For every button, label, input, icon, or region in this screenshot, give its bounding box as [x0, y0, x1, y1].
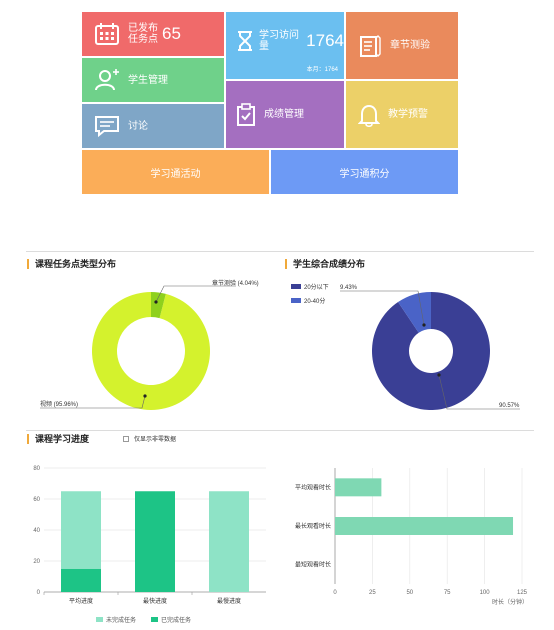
chat-icon	[94, 114, 120, 138]
document-icon	[358, 34, 382, 58]
students-label: 学生管理	[128, 74, 168, 86]
legend-swatch	[96, 617, 103, 622]
y-tick-label: 80	[33, 466, 40, 472]
add-user-icon	[94, 68, 120, 92]
x-tick-label: 100	[480, 590, 491, 596]
legend-swatch	[291, 284, 301, 289]
leader-line-below-20	[438, 374, 520, 410]
y-tick-label: 40	[33, 528, 40, 534]
section-divider-2	[26, 430, 534, 431]
grade-dist-title: 学生综合成绩分布	[285, 259, 365, 269]
published-count: 65	[162, 24, 181, 43]
visits-count: 1764	[306, 30, 344, 50]
tile-xxt-points[interactable]: 学习通积分	[271, 150, 458, 194]
task-type-donut-chart: 章节测验 (4.04%) 视频 (95.96%)	[40, 279, 259, 410]
leader-line-20-40	[340, 290, 425, 326]
leader-dot-20-40	[422, 323, 426, 327]
clipboard-check-icon	[236, 102, 256, 127]
progress-title: 课程学习进度	[27, 434, 89, 444]
tile-visits[interactable]: 学习访问量 1764 本月：1764	[226, 12, 344, 79]
x-axis-label: 时长（分钟）	[492, 598, 528, 606]
nonzero-checkbox-label: 仅显示非零数据	[134, 437, 177, 443]
warning-label: 教学预警	[388, 109, 428, 120]
published-label: 已发布 任务点	[128, 23, 158, 45]
discussion-label: 讨论	[128, 120, 148, 132]
section-divider	[26, 251, 534, 252]
grades-label: 成绩管理	[264, 109, 304, 120]
tile-student-management[interactable]: 学生管理	[82, 58, 224, 102]
visits-monthly: 本月：1764	[306, 67, 338, 73]
tile-discussion[interactable]: 讨论	[82, 104, 224, 148]
legend-label: 已完成任务	[161, 616, 191, 624]
nonzero-filter[interactable]: 仅显示非零数据	[123, 434, 176, 443]
nonzero-checkbox[interactable]	[123, 435, 129, 442]
x-tick-label: 最快进度	[143, 597, 167, 605]
hbar	[335, 517, 514, 535]
label-20-40: 9.43%	[340, 285, 358, 291]
legend-swatch	[291, 298, 301, 303]
bar-completed	[61, 568, 101, 592]
bar-completed	[135, 491, 175, 592]
donut-slice-20-40	[398, 292, 431, 333]
tile-chapter-quiz[interactable]: 章节测验	[346, 12, 458, 79]
x-tick-label: 0	[333, 590, 337, 596]
quiz-label: 章节测验	[390, 40, 430, 51]
grade-donut-chart: 9.43% 90.57%	[340, 285, 520, 410]
y-tick-label: 0	[37, 590, 41, 596]
leader-line-video	[40, 395, 146, 409]
y-tick-label: 平均观看时长	[295, 483, 331, 491]
x-tick-label: 75	[444, 590, 451, 596]
x-tick-label: 50	[406, 590, 413, 596]
x-tick-label: 125	[517, 590, 528, 596]
x-tick-label: 最慢进度	[217, 597, 241, 605]
activities-label: 学习通活动	[150, 168, 201, 180]
leader-dot-video	[143, 394, 147, 398]
points-label: 学习通积分	[339, 168, 390, 180]
hourglass-icon	[236, 30, 254, 52]
tile-teaching-warning[interactable]: 教学预警	[346, 81, 458, 148]
x-tick-label: 平均进度	[69, 597, 93, 605]
y-tick-label: 60	[33, 497, 40, 503]
tile-grade-management[interactable]: 成绩管理	[226, 81, 344, 148]
leader-line-quiz	[155, 285, 236, 303]
tile-xxt-activities[interactable]: 学习通活动	[82, 150, 269, 194]
hbar	[335, 478, 382, 497]
visits-label: 学习访问量	[259, 29, 299, 52]
bar-incomplete	[209, 491, 249, 592]
y-tick-label: 最长观看时长	[295, 522, 331, 530]
x-tick-label: 25	[369, 590, 376, 596]
legend-swatch	[151, 617, 158, 622]
donut-slice-video	[92, 292, 211, 410]
label-below-20: 90.57%	[499, 403, 520, 409]
legend-label: 未完成任务	[106, 616, 136, 624]
leader-dot-quiz	[154, 300, 158, 304]
bell-icon	[358, 103, 380, 127]
grade-legend-item-1[interactable]: 20分以下	[291, 282, 329, 291]
y-tick-label: 20	[33, 559, 40, 565]
bar-incomplete	[61, 491, 101, 569]
tile-published-tasks[interactable]: 已发布 任务点 65	[82, 12, 224, 56]
task-type-title: 课程任务点类型分布	[27, 259, 116, 269]
leader-dot-below-20	[437, 373, 441, 377]
grade-legend-item-2[interactable]: 20-40分	[291, 296, 325, 305]
donut-slice-below-20	[372, 292, 490, 410]
label-video: 视频 (95.96%)	[40, 400, 78, 408]
calendar-icon	[94, 22, 120, 46]
label-quiz: 章节测验 (4.04%)	[212, 279, 259, 287]
y-tick-label: 最短观看时长	[295, 561, 331, 569]
donut-slice-quiz	[151, 292, 166, 319]
